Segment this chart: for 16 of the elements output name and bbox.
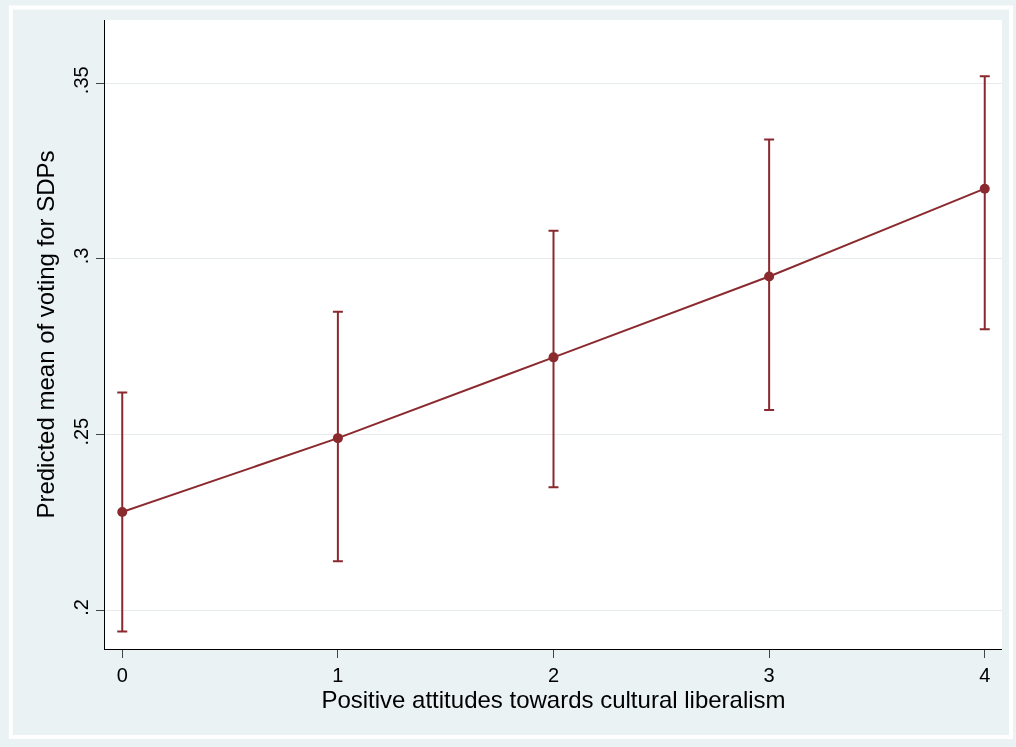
y-axis-title: Predicted mean of voting for SDPs [32,150,60,519]
point [332,433,343,444]
y-tick-label: .25 [70,417,92,446]
point [117,506,128,517]
point [548,352,559,363]
point [764,271,775,282]
x-tick-label: 3 [763,664,775,686]
y-tick-label: .35 [70,66,92,95]
x-tick-label: 4 [979,664,991,686]
y-tick-label: .3 [70,247,92,265]
x-tick-label: 2 [547,664,560,686]
x-axis-title: Positive attitudes towards cultural liberalism [321,686,786,713]
y-tick-label: .2 [70,599,92,616]
x-tick-label: 1 [332,664,344,686]
point [979,183,990,194]
x-tick-label: 0 [116,664,128,686]
